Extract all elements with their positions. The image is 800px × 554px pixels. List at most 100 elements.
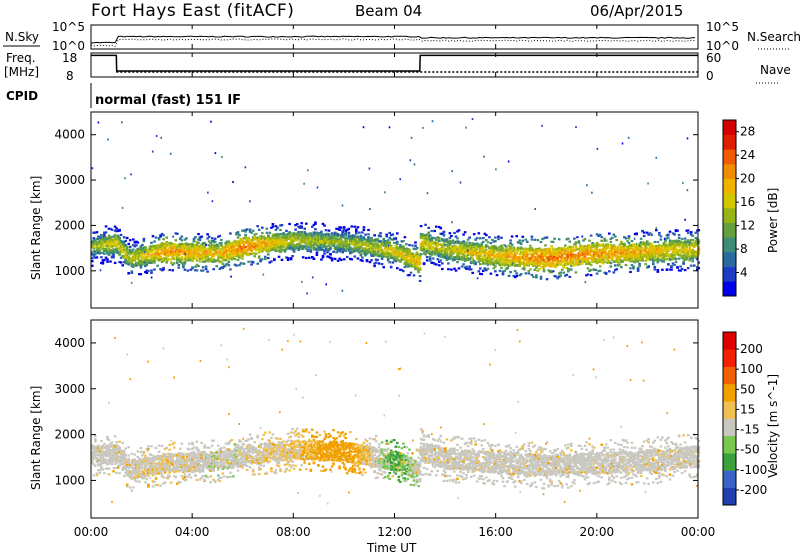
echo-cell bbox=[271, 225, 275, 228]
echo-cell bbox=[153, 252, 156, 255]
echo-cell bbox=[201, 247, 205, 250]
echo-cell bbox=[327, 234, 331, 237]
echo-cell bbox=[294, 237, 297, 240]
echo-cell bbox=[326, 255, 329, 258]
echo-cell bbox=[609, 240, 613, 243]
echo-cell bbox=[300, 236, 303, 239]
echo-cell bbox=[267, 239, 270, 242]
echo-cell bbox=[257, 244, 261, 247]
echo-cell bbox=[402, 240, 405, 243]
echo-cell bbox=[506, 264, 509, 267]
echo-cell bbox=[394, 245, 398, 248]
echo-cell bbox=[400, 248, 404, 251]
echo-cell bbox=[315, 251, 319, 254]
echo-cell bbox=[224, 263, 228, 266]
echo-cell bbox=[100, 238, 103, 241]
echo-cell bbox=[391, 247, 395, 250]
echo-cell bbox=[115, 236, 118, 239]
echo-cell bbox=[542, 270, 546, 273]
echo-cell bbox=[159, 256, 162, 259]
echo-cell bbox=[309, 238, 313, 241]
echo-cell bbox=[314, 222, 317, 225]
echo-cell bbox=[206, 251, 209, 254]
echo-cell bbox=[589, 263, 593, 267]
echo-cell bbox=[136, 262, 140, 265]
echo-cell bbox=[198, 248, 202, 251]
echo-cell bbox=[430, 245, 433, 248]
echo-cell bbox=[474, 253, 477, 256]
echo-cell bbox=[253, 246, 256, 249]
echo-cell bbox=[477, 252, 481, 255]
echo-cell bbox=[250, 241, 253, 244]
echo-cell bbox=[368, 239, 372, 242]
echo-cell bbox=[239, 240, 243, 243]
echo-cell bbox=[264, 257, 267, 261]
echo-cell bbox=[503, 244, 506, 247]
echo-cell bbox=[308, 248, 311, 251]
echo-cell bbox=[367, 239, 370, 242]
echo-cell bbox=[414, 259, 417, 262]
echo-cell bbox=[104, 231, 108, 234]
echo-cell bbox=[402, 247, 405, 250]
echo-cell bbox=[364, 243, 367, 246]
echo-cell bbox=[371, 246, 375, 249]
echo-cell bbox=[279, 241, 282, 244]
echo-cell bbox=[145, 250, 149, 253]
echo-cell bbox=[345, 237, 349, 240]
echo-cell bbox=[509, 239, 512, 242]
echo-cell bbox=[165, 257, 168, 260]
echo-cell bbox=[223, 265, 226, 268]
echo-cell bbox=[220, 244, 223, 248]
echo-cell bbox=[235, 243, 238, 246]
echo-cell bbox=[217, 244, 220, 247]
echo-cell bbox=[492, 246, 496, 249]
echo-cell bbox=[342, 247, 346, 250]
echo-cell bbox=[494, 236, 497, 239]
echo-cell bbox=[135, 249, 138, 252]
echo-cell bbox=[506, 258, 509, 261]
echo-cell bbox=[288, 242, 291, 245]
echo-cell bbox=[450, 248, 453, 251]
echo-cell bbox=[324, 235, 328, 238]
echo-cell bbox=[138, 252, 141, 255]
echo-cell bbox=[163, 246, 167, 249]
echo-cell bbox=[333, 257, 337, 260]
echo-cell bbox=[220, 242, 223, 245]
echo-cell bbox=[439, 259, 443, 262]
echo-cell bbox=[274, 247, 278, 250]
echo-cell bbox=[288, 247, 291, 250]
echo-cell bbox=[494, 254, 497, 257]
echo-cell bbox=[224, 248, 228, 251]
echo-cell bbox=[115, 249, 118, 252]
echo-cell bbox=[368, 251, 372, 254]
echo-cell bbox=[238, 252, 241, 255]
echo-cell bbox=[568, 240, 572, 243]
echo-cell bbox=[180, 235, 184, 238]
echo-cell bbox=[463, 266, 467, 269]
echo-cell bbox=[238, 239, 241, 242]
echo-cell bbox=[485, 248, 488, 251]
echo-cell bbox=[595, 247, 599, 251]
echo-cell bbox=[305, 237, 308, 240]
echo-cell bbox=[442, 242, 446, 245]
echo-cell bbox=[288, 233, 291, 237]
echo-cell bbox=[471, 261, 474, 264]
echo-cell bbox=[326, 238, 329, 241]
echo-cell bbox=[506, 260, 509, 263]
echo-cell bbox=[353, 225, 357, 228]
echo-cell bbox=[411, 256, 414, 259]
echo-cell bbox=[212, 239, 215, 242]
echo-cell bbox=[477, 250, 481, 253]
echo-cell bbox=[200, 247, 203, 250]
echo-cell bbox=[206, 247, 209, 250]
echo-cell bbox=[280, 249, 284, 252]
echo-cell bbox=[488, 254, 491, 257]
echo-cell bbox=[373, 244, 376, 248]
echo-cell bbox=[250, 263, 253, 266]
echo-cell bbox=[435, 244, 438, 247]
echo-cell bbox=[349, 243, 352, 246]
echo-cell bbox=[604, 239, 608, 242]
freq-tick-bottom: 8 bbox=[66, 69, 74, 83]
echo-cell bbox=[189, 247, 193, 250]
echo-cell bbox=[213, 253, 217, 256]
